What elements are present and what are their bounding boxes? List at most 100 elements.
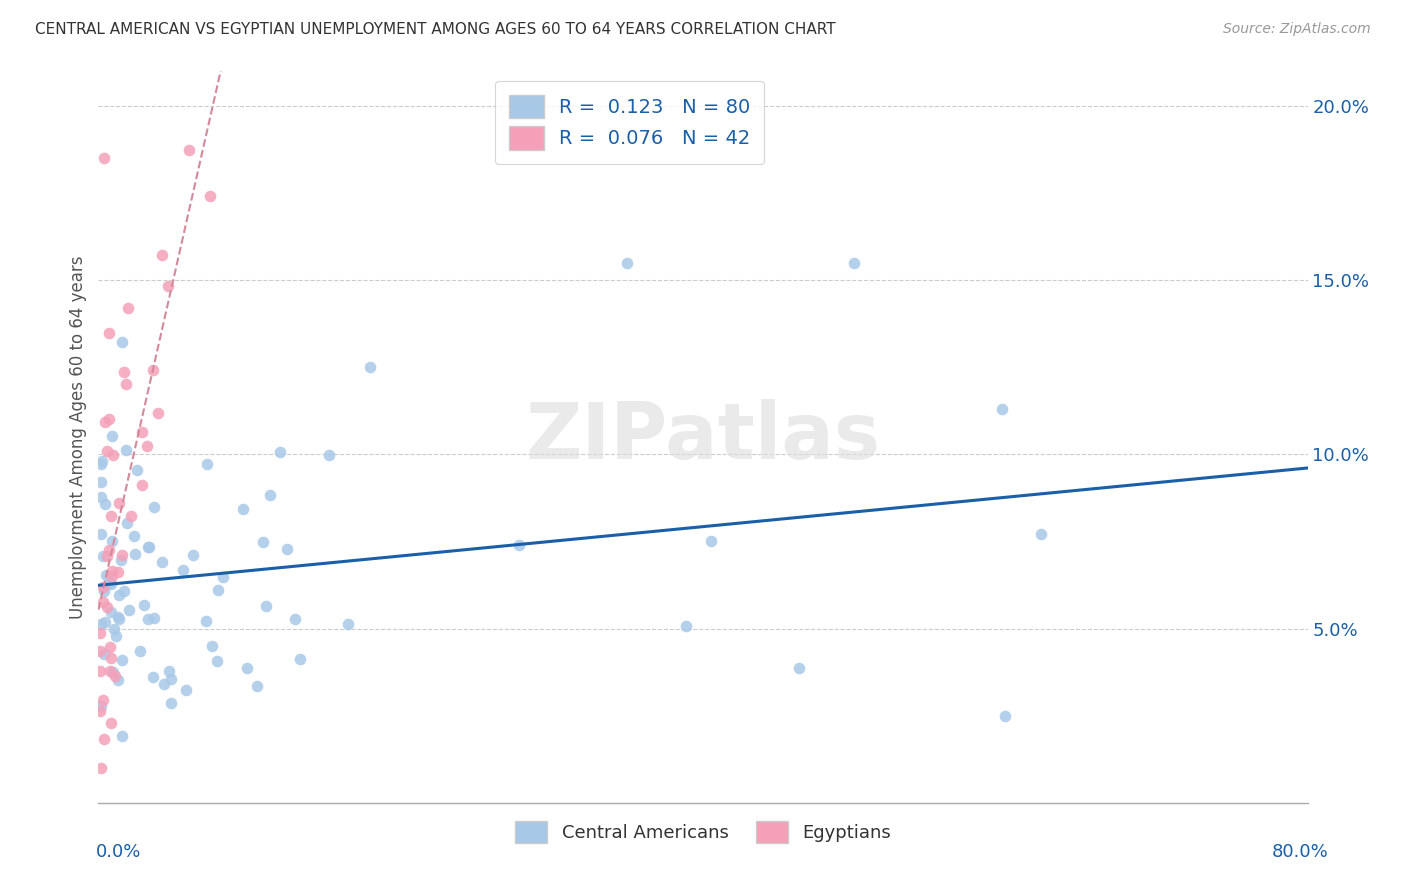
Point [110,553,132,567]
Text: 0.0%: 0.0% [96,843,141,861]
Point [844,256,866,270]
Point [174,682,197,697]
Point [118,603,141,617]
Point [142,500,165,515]
Point [108,612,131,626]
Point [112,583,135,598]
Point [136,612,159,626]
Point [172,563,194,577]
Point [120,508,142,523]
Point [124,547,146,561]
Point [675,619,697,633]
Point [131,478,153,492]
Point [142,362,165,376]
Point [129,644,152,658]
Point [94,615,117,630]
Point [157,664,180,678]
Point [100,577,122,591]
Point [1031,526,1053,541]
Point [207,654,229,668]
Point [211,570,233,584]
Point [318,448,340,462]
Point [179,143,201,157]
Point [98,542,121,557]
Point [101,448,124,462]
Point [105,629,128,643]
Point [337,617,360,632]
Point [994,708,1017,723]
Point [134,598,156,612]
Point [89,665,111,679]
Point [508,538,530,552]
Point [98,664,121,678]
Point [93,647,115,661]
Point [254,599,277,614]
Point [153,677,176,691]
Point [91,580,114,594]
Point [93,415,115,429]
Point [276,542,298,557]
Point [101,564,124,578]
Point [90,617,112,632]
Point [96,443,118,458]
Point [269,445,291,459]
Point [284,612,307,626]
Point [111,548,134,562]
Point [100,651,122,665]
Point [98,575,121,590]
Point [122,529,145,543]
Point [93,152,115,166]
Point [150,248,173,262]
Legend: Central Americans, Egyptians: Central Americans, Egyptians [506,813,900,852]
Point [288,652,311,666]
Point [90,491,112,505]
Point [115,377,138,392]
Point [159,696,181,710]
Point [252,535,274,549]
Point [117,301,139,315]
Point [97,412,120,426]
Point [90,475,112,489]
Point [111,653,134,667]
Point [131,425,153,439]
Point [108,496,131,510]
Point [100,605,122,619]
Point [100,715,122,730]
Point [93,584,115,599]
Point [232,501,254,516]
Point [197,457,219,471]
Point [146,407,169,421]
Point [108,588,131,602]
Point [90,454,112,468]
Point [990,401,1012,416]
Point [201,639,224,653]
Point [89,644,111,658]
Point [107,565,129,579]
Point [101,569,124,583]
Point [91,549,114,564]
Point [194,614,217,628]
Point [111,729,134,743]
Point [111,335,134,350]
Point [107,673,129,688]
Point [112,365,135,379]
Point [700,533,723,548]
Point [138,540,160,554]
Point [616,256,638,270]
Text: CENTRAL AMERICAN VS EGYPTIAN UNEMPLOYMENT AMONG AGES 60 TO 64 YEARS CORRELATION : CENTRAL AMERICAN VS EGYPTIAN UNEMPLOYMEN… [35,22,835,37]
Point [90,457,112,471]
Point [107,609,129,624]
Point [207,583,229,598]
Point [136,439,159,453]
Point [142,611,165,625]
Point [115,442,138,457]
Point [125,463,148,477]
Point [96,549,118,563]
Text: ZIPatlas: ZIPatlas [526,399,880,475]
Point [138,540,160,554]
Text: Source: ZipAtlas.com: Source: ZipAtlas.com [1223,22,1371,37]
Point [787,661,810,675]
Text: 80.0%: 80.0% [1272,843,1329,861]
Point [159,672,181,686]
Point [152,556,174,570]
